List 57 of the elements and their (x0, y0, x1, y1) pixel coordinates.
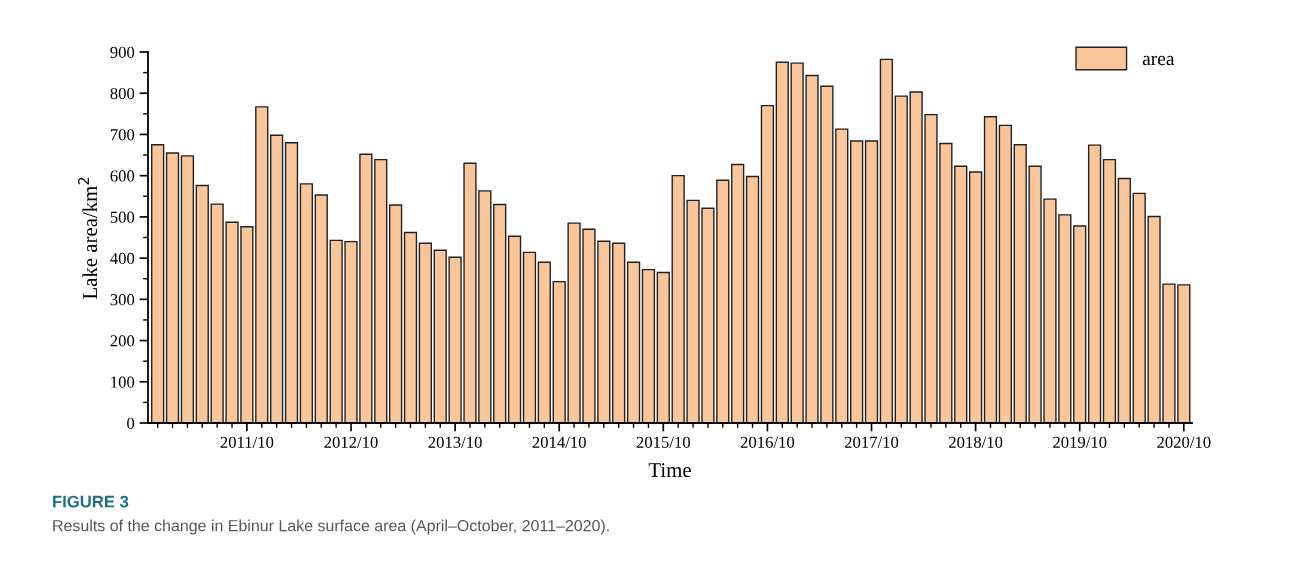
x-tick-label: 2019/10 (1053, 436, 1107, 448)
bar (849, 140, 864, 423)
bar (612, 242, 626, 423)
bar (998, 124, 1013, 423)
bar (641, 268, 656, 423)
y-tick-label: 300 (110, 294, 135, 306)
bar (507, 235, 522, 423)
y-axis-title: Lake area/km$^{2}$ (78, 177, 98, 299)
text: FIGURE 3 (53, 495, 129, 508)
y-tick-label: 400 (110, 252, 135, 265)
y-tick-label: 600 (110, 170, 135, 182)
bar (760, 104, 775, 423)
bar (745, 175, 760, 423)
x-tick-label: 2014/10 (532, 436, 586, 448)
bar (968, 171, 983, 423)
bar (418, 242, 433, 423)
bar (269, 134, 284, 423)
bar (493, 203, 507, 423)
bar (1117, 177, 1131, 423)
y-tick-label: 700 (110, 129, 135, 141)
text: Results of the change in Ebinur Lake surface area (April–October, 2011–2020). (53, 519, 609, 535)
y-tick-label: 200 (110, 335, 135, 347)
bar (537, 261, 551, 423)
bar (151, 144, 165, 423)
x-tick-label: 2020/10 (1157, 436, 1211, 448)
bar (626, 261, 641, 423)
bar (879, 58, 894, 423)
bar (180, 155, 195, 423)
bar (775, 61, 789, 423)
x-tick-label: 2012/10 (324, 436, 378, 448)
bar (299, 183, 314, 423)
x-tick-label: 2013/10 (428, 436, 482, 448)
x-tick-label: 2015/10 (636, 436, 690, 448)
bar (403, 231, 418, 423)
x-tick-label: 2011/10 (220, 436, 274, 448)
bar (388, 204, 403, 423)
x-tick-label: 2017/10 (844, 436, 899, 448)
bar (731, 163, 745, 423)
y-tick-label: 800 (110, 87, 135, 100)
bar (656, 271, 670, 423)
legend-label: area (1142, 55, 1175, 66)
y-tick-label: 100 (111, 376, 135, 388)
bar (284, 141, 299, 423)
bar (864, 140, 879, 423)
x-tick-label: 2018/10 (949, 436, 1003, 448)
bar (1073, 225, 1087, 423)
bar (522, 251, 537, 423)
x-tick-label: 2016/10 (740, 436, 795, 448)
y-tick-label: 500 (110, 211, 135, 223)
y-tick-label: 900 (110, 46, 135, 58)
bar (983, 116, 998, 423)
x-axis-title: Time (648, 463, 691, 478)
bar (195, 184, 209, 423)
bar (1102, 158, 1117, 423)
y-tick-label: 0 (127, 417, 135, 429)
bar (165, 152, 180, 423)
bar (1087, 144, 1102, 423)
